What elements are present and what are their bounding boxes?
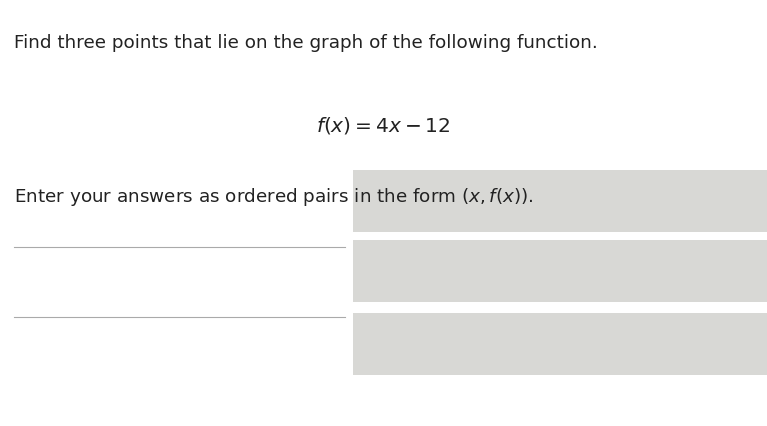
Text: $f(x) = 4x - 12$: $f(x) = 4x - 12$ [316,115,451,136]
Bar [353,241,767,302]
Bar [353,170,767,232]
Text: Find three points that lie on the graph of the following function.: Find three points that lie on the graph … [14,34,597,52]
Text: Enter your answers as ordered pairs in the form $(x, f(x)).$: Enter your answers as ordered pairs in t… [14,185,534,207]
Bar [353,313,767,375]
